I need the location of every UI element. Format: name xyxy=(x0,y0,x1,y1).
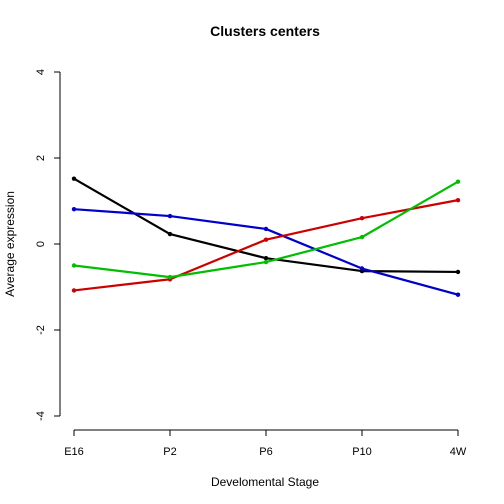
series-group xyxy=(71,176,461,297)
y-axis-label: Average expression xyxy=(3,191,17,297)
data-point xyxy=(359,234,365,240)
x-tick-label: 4W xyxy=(450,446,467,458)
series-2 xyxy=(71,206,461,297)
data-point xyxy=(455,197,461,203)
data-point xyxy=(359,216,365,221)
data-point xyxy=(71,176,77,181)
chart-title: Clusters centers xyxy=(210,23,320,39)
data-point xyxy=(167,213,173,219)
data-point xyxy=(167,274,173,280)
data-point xyxy=(359,266,365,271)
series-3 xyxy=(71,197,461,293)
data-point xyxy=(455,269,461,275)
y-tick-label: 0 xyxy=(35,241,47,247)
data-point xyxy=(263,259,269,265)
data-point xyxy=(71,206,77,212)
x-tick-label: P2 xyxy=(163,446,176,458)
x-tick-label: P10 xyxy=(352,446,372,458)
x-axis-label: Develomental Stage xyxy=(211,475,319,489)
y-tick-label: -2 xyxy=(35,325,47,335)
y-tick-label: 2 xyxy=(35,155,47,161)
series-1 xyxy=(71,176,461,275)
x-tick-label: P6 xyxy=(259,446,272,458)
data-point xyxy=(455,179,461,184)
data-point xyxy=(455,292,461,297)
series-line xyxy=(72,208,460,296)
data-point xyxy=(71,263,77,268)
data-point xyxy=(71,288,77,293)
data-point xyxy=(263,255,269,261)
axes: -4 -2 0 2 4 E16 P2 P6 P10 4W xyxy=(35,69,467,458)
y-tick-label: -4 xyxy=(35,411,47,421)
data-point xyxy=(263,237,269,242)
data-point xyxy=(263,226,269,232)
series-4 xyxy=(71,179,461,280)
x-tick-label: E16 xyxy=(64,446,84,458)
data-point xyxy=(167,231,173,237)
y-tick-label: 4 xyxy=(35,69,47,75)
